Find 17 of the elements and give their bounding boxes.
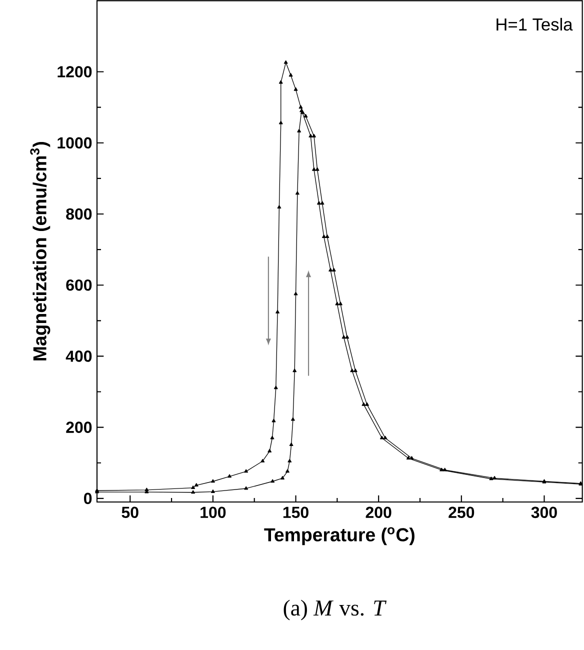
y-tick-label: 200 bbox=[66, 422, 92, 433]
x-tick-label: 50 bbox=[122, 506, 138, 518]
y-tick-label: 800 bbox=[66, 208, 92, 220]
y-tick-label: 600 bbox=[66, 279, 92, 291]
x-tick-label: 200 bbox=[366, 506, 392, 518]
y-tick-label: 0 bbox=[84, 492, 92, 504]
y-tick-label: 400 bbox=[66, 350, 92, 362]
text: (a) M vs. T bbox=[284, 600, 387, 620]
x-tick-label: 100 bbox=[200, 506, 226, 518]
x-tick-label: 150 bbox=[283, 506, 308, 518]
annotation: H=1 Tesla bbox=[496, 18, 573, 31]
x-tick-label: 250 bbox=[448, 506, 474, 518]
x-tick-label: 300 bbox=[531, 506, 557, 518]
y-tick-label: 1000 bbox=[58, 137, 92, 149]
y-axis-title: Magnetization (emu/cm$^{3}$) bbox=[30, 142, 50, 360]
y-tick-label: 1200 bbox=[58, 66, 92, 78]
x-axis-title: Temperature ($^{o}$C) bbox=[264, 527, 414, 546]
